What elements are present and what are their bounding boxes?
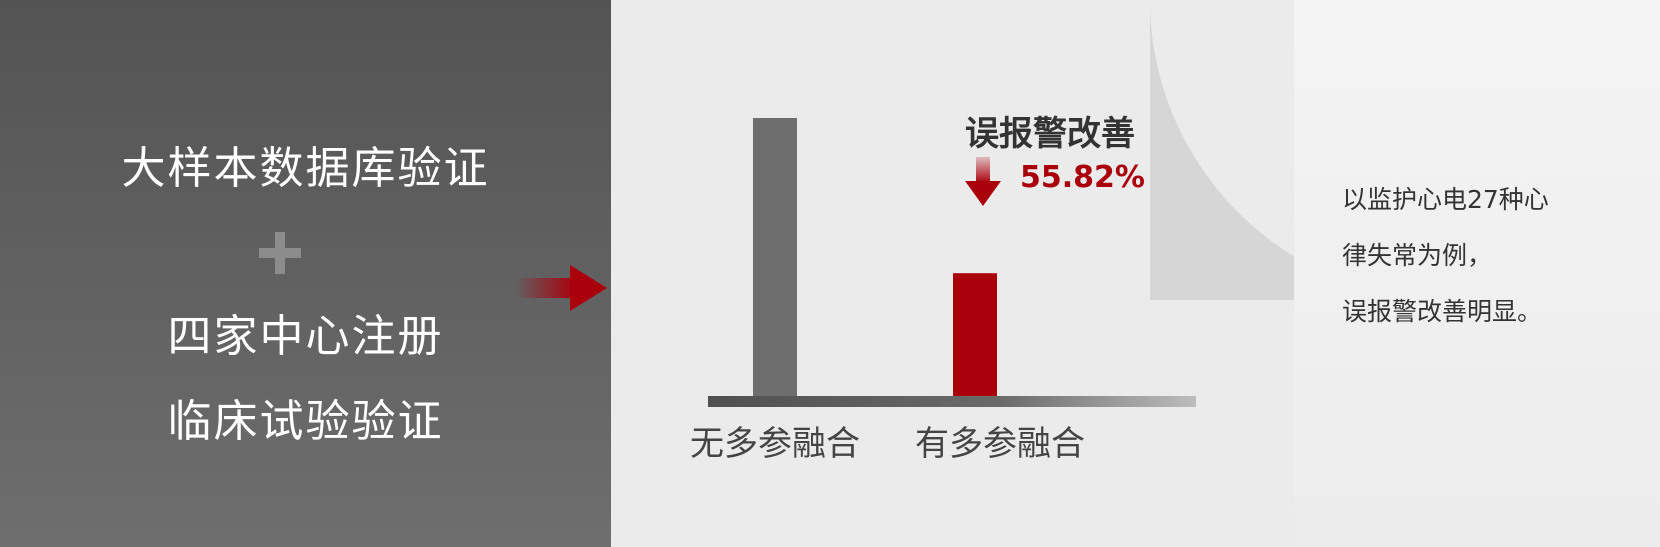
headline-clinical-trial: 临床试验验证 [167, 396, 444, 447]
plus-icon [259, 232, 301, 274]
x-axis [708, 396, 1196, 407]
arrow-down-icon [965, 157, 1001, 206]
arrow-right-icon [515, 265, 607, 311]
headline-multicenter: 四家中心注册 [167, 311, 444, 362]
bar-1 [953, 273, 997, 396]
description-line: 以监护心电27种心 [1342, 185, 1549, 214]
category-label-1: 有多参融合 [915, 424, 1085, 464]
annotation-value: 55.82% [1020, 160, 1145, 195]
headline-database-validation: 大样本数据库验证 [121, 143, 490, 194]
description-line: 误报警改善明显。 [1342, 297, 1543, 326]
right-panel: 以监护心电27种心 律失常为例， 误报警改善明显。 [1294, 0, 1660, 547]
bar-0 [753, 118, 797, 396]
chart-panel [611, 0, 1294, 547]
bar-chart: 无多参融合 有多参融合 误报警改善 55.82% [690, 114, 1196, 464]
annotation-title: 误报警改善 [965, 114, 1135, 154]
left-panel: 大样本数据库验证 四家中心注册 临床试验验证 [0, 0, 611, 547]
description-line: 律失常为例， [1342, 241, 1493, 270]
category-label-0: 无多参融合 [690, 424, 860, 464]
